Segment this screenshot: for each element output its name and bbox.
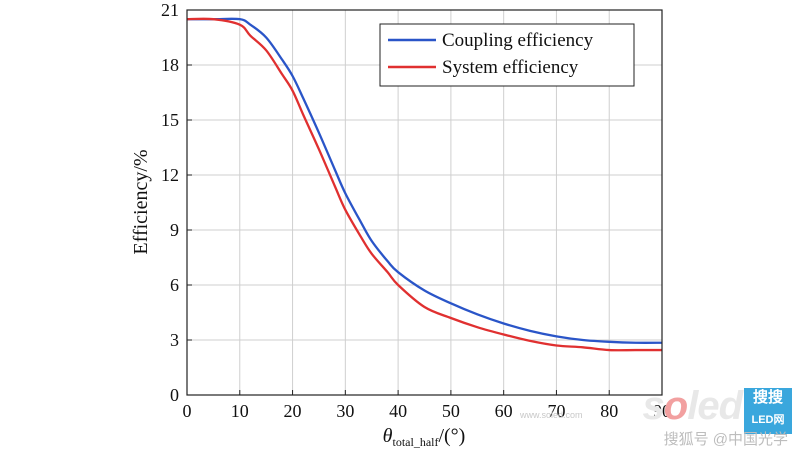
x-axis-label-symbol: θ bbox=[383, 425, 393, 447]
legend-label-system: System efficiency bbox=[442, 57, 579, 78]
y-tick-label: 0 bbox=[170, 385, 179, 405]
chart-legend: Coupling efficiency System efficiency bbox=[379, 23, 635, 87]
y-tick-label: 21 bbox=[161, 0, 179, 20]
series-line-coupling-efficiency bbox=[187, 17, 663, 344]
watermark-badge-top: 搜搜 bbox=[752, 389, 783, 406]
x-axis-label-subscript: total_half bbox=[392, 435, 438, 449]
x-tick-label: 70 bbox=[547, 401, 565, 421]
x-tick-label: 80 bbox=[600, 401, 618, 421]
x-tick-label: 10 bbox=[231, 401, 249, 421]
watermark-logo: soled bbox=[642, 384, 743, 428]
watermark-badge: 搜搜 LED网 bbox=[744, 388, 792, 434]
x-tick-label: 90 bbox=[653, 401, 671, 421]
watermark-url: www.soled.com bbox=[520, 410, 583, 420]
series-line-system-efficiency bbox=[186, 17, 662, 352]
watermark-badge-bottom: LED网 bbox=[751, 414, 785, 426]
x-tick-label: 60 bbox=[495, 401, 513, 421]
x-tick-label: 0 bbox=[183, 401, 192, 421]
y-tick-label: 9 bbox=[170, 220, 179, 240]
y-tick-label: 6 bbox=[170, 275, 179, 295]
x-axis-label: θtotal_half/(°) bbox=[383, 425, 466, 449]
y-axis-ticks: 0 3 6 9 12 15 18 21 bbox=[161, 0, 192, 405]
y-tick-label: 12 bbox=[161, 165, 179, 185]
x-axis-ticks: 0 10 20 30 40 50 60 70 80 90 bbox=[183, 390, 671, 421]
legend-box bbox=[379, 23, 635, 87]
x-tick-label: 30 bbox=[336, 401, 354, 421]
watermark-source: 搜狐号 @中国光学 bbox=[663, 431, 788, 448]
chart-series bbox=[186, 17, 663, 352]
y-axis-label: Efficiency/% bbox=[130, 149, 152, 254]
y-tick-label: 18 bbox=[161, 55, 179, 75]
legend-label-coupling: Coupling efficiency bbox=[442, 30, 594, 51]
plot-area-frame bbox=[186, 9, 663, 396]
y-tick-label: 15 bbox=[161, 110, 179, 130]
y-tick-label: 3 bbox=[170, 330, 179, 350]
x-tick-label: 50 bbox=[442, 401, 460, 421]
x-tick-label: 20 bbox=[284, 401, 302, 421]
x-axis-label-unit: /(°) bbox=[438, 425, 465, 447]
x-tick-label: 40 bbox=[389, 401, 407, 421]
